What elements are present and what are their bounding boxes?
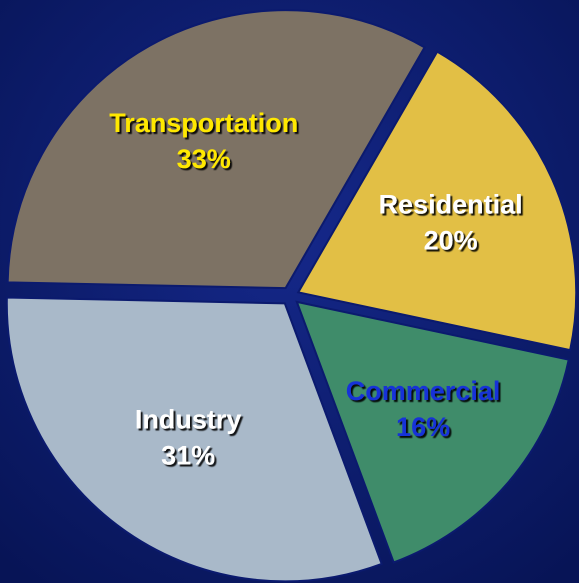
pie — [5, 9, 578, 583]
pie-slice — [295, 300, 570, 564]
slice-label: Industry — [135, 404, 242, 434]
pie-slice — [296, 50, 578, 352]
slice-label: Residential — [379, 190, 523, 220]
pie-slice — [5, 296, 383, 583]
pie-labels: Transportation 33% Residential 20% Commercia… — [109, 108, 522, 470]
slice-label: Commercial — [346, 376, 501, 406]
slice-value-label: 33% — [177, 144, 231, 174]
pie-slice — [6, 9, 426, 290]
slice-label: Transportation — [109, 108, 298, 138]
slice-value-label: 16% — [396, 412, 450, 442]
slice-value-label: 20% — [424, 226, 478, 256]
slice-value-label: 31% — [161, 440, 215, 470]
